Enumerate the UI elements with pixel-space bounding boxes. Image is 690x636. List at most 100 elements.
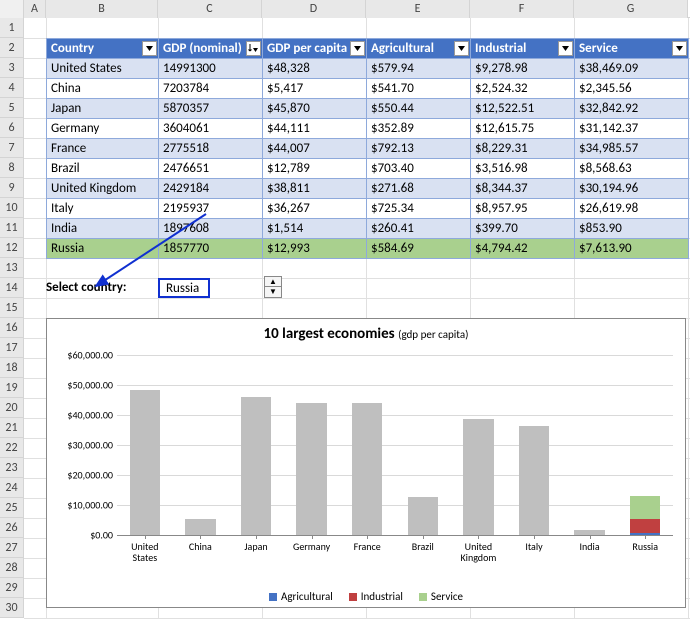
row-header-21[interactable]: 21 bbox=[0, 418, 24, 438]
spinner-down-icon[interactable]: ▼ bbox=[265, 287, 281, 297]
row-header-24[interactable]: 24 bbox=[0, 478, 24, 498]
row-header-20[interactable]: 20 bbox=[0, 398, 24, 418]
chart-bar bbox=[185, 526, 216, 534]
row-header-2[interactable]: 2 bbox=[0, 38, 24, 58]
row-header-18[interactable]: 18 bbox=[0, 358, 24, 378]
select-all-corner[interactable] bbox=[0, 0, 24, 18]
chart-bar bbox=[574, 530, 605, 533]
economies-chart: 10 largest economies (gdp per capita)$0.… bbox=[46, 318, 686, 608]
selected-country-cell[interactable]: Russia bbox=[158, 278, 210, 298]
column-header-g[interactable]: G bbox=[574, 0, 688, 18]
row-header-13[interactable]: 13 bbox=[0, 258, 24, 278]
table-header-gdp-nominal-: GDP (nominal) bbox=[159, 39, 263, 59]
column-header-d[interactable]: D bbox=[262, 0, 366, 18]
row-header-19[interactable]: 19 bbox=[0, 378, 24, 398]
filter-dropdown-icon[interactable] bbox=[454, 41, 469, 56]
table-cell: Japan bbox=[47, 99, 159, 119]
table-cell: $584.69 bbox=[367, 239, 471, 259]
table-cell: $541.70 bbox=[367, 79, 471, 99]
row-header-23[interactable]: 23 bbox=[0, 458, 24, 478]
legend-swatch-icon bbox=[269, 593, 277, 601]
column-header-e[interactable]: E bbox=[366, 0, 470, 18]
table-cell: $31,142.37 bbox=[575, 119, 689, 139]
row-header-12[interactable]: 12 bbox=[0, 238, 24, 258]
table-cell: $30,194.96 bbox=[575, 179, 689, 199]
table-header-label: Service bbox=[579, 41, 618, 56]
table-header-label: GDP per capita bbox=[267, 41, 347, 56]
table-cell: 2775518 bbox=[159, 139, 263, 159]
table-cell: $8,957.95 bbox=[471, 199, 575, 219]
filter-dropdown-icon[interactable] bbox=[142, 41, 157, 56]
column-header-c[interactable]: C bbox=[158, 0, 262, 18]
chart-title-sub: (gdp per capita) bbox=[398, 328, 468, 341]
column-headers: ABCDEFG bbox=[0, 0, 690, 18]
row-header-26[interactable]: 26 bbox=[0, 518, 24, 538]
row-header-15[interactable]: 15 bbox=[0, 298, 24, 318]
filter-dropdown-icon[interactable] bbox=[350, 41, 365, 56]
row-header-3[interactable]: 3 bbox=[0, 58, 24, 78]
row-header-28[interactable]: 28 bbox=[0, 558, 24, 578]
column-header-f[interactable]: F bbox=[470, 0, 574, 18]
table-row: Russia1857770$12,993$584.69$4,794.42$7,6… bbox=[47, 239, 689, 259]
table-cell: $550.44 bbox=[367, 99, 471, 119]
spinner-up-icon[interactable]: ▲ bbox=[265, 277, 281, 287]
table-cell: $260.41 bbox=[367, 219, 471, 239]
row-header-25[interactable]: 25 bbox=[0, 498, 24, 518]
table-cell: $12,993 bbox=[263, 239, 367, 259]
filter-dropdown-icon[interactable] bbox=[558, 41, 573, 56]
row-header-1[interactable]: 1 bbox=[0, 18, 24, 38]
chart-x-label: China bbox=[173, 541, 227, 552]
column-header-b[interactable]: B bbox=[46, 0, 158, 18]
table-cell: $44,111 bbox=[263, 119, 367, 139]
row-header-7[interactable]: 7 bbox=[0, 138, 24, 158]
row-header-8[interactable]: 8 bbox=[0, 158, 24, 178]
table-cell: $271.68 bbox=[367, 179, 471, 199]
chart-y-label: $30,000.00 bbox=[53, 439, 113, 452]
table-cell: $725.34 bbox=[367, 199, 471, 219]
table-cell: Russia bbox=[47, 239, 159, 259]
table-cell: $399.70 bbox=[471, 219, 575, 239]
row-header-30[interactable]: 30 bbox=[0, 598, 24, 618]
chart-bar bbox=[241, 496, 272, 534]
row-header-5[interactable]: 5 bbox=[0, 98, 24, 118]
row-header-9[interactable]: 9 bbox=[0, 178, 24, 198]
chart-bar bbox=[463, 509, 494, 534]
filter-dropdown-icon[interactable] bbox=[672, 41, 687, 56]
table-cell: United Kingdom bbox=[47, 179, 159, 199]
column-header-a[interactable]: A bbox=[24, 0, 46, 18]
table-header-service: Service bbox=[575, 39, 689, 59]
row-header-10[interactable]: 10 bbox=[0, 198, 24, 218]
chart-bar bbox=[130, 505, 161, 533]
row-header-6[interactable]: 6 bbox=[0, 118, 24, 138]
row-header-4[interactable]: 4 bbox=[0, 78, 24, 98]
table-row: Italy2195937$36,267$725.34$8,957.95$26,6… bbox=[47, 199, 689, 219]
table-cell: 7203784 bbox=[159, 79, 263, 99]
sort-desc-icon[interactable] bbox=[246, 41, 261, 56]
chart-bar bbox=[408, 522, 439, 533]
row-header-27[interactable]: 27 bbox=[0, 538, 24, 558]
row-header-17[interactable]: 17 bbox=[0, 338, 24, 358]
chart-bar bbox=[130, 390, 161, 505]
row-header-16[interactable]: 16 bbox=[0, 318, 24, 338]
chart-y-label: $20,000.00 bbox=[53, 469, 113, 482]
table-header-label: GDP (nominal) bbox=[163, 41, 242, 56]
chart-bar bbox=[185, 519, 216, 526]
table-header-label: Country bbox=[51, 41, 94, 56]
table-cell: 2476651 bbox=[159, 159, 263, 179]
chart-legend: AgriculturalIndustrialService bbox=[47, 590, 685, 603]
row-header-14[interactable]: 14 bbox=[0, 278, 24, 298]
cells-area: Country GDP (nominal) GDP per capita Agricu… bbox=[24, 18, 690, 618]
table-cell: $26,619.98 bbox=[575, 199, 689, 219]
row-header-11[interactable]: 11 bbox=[0, 218, 24, 238]
row-header-22[interactable]: 22 bbox=[0, 438, 24, 458]
table-row: Germany3604061$44,111$352.89$12,615.75$3… bbox=[47, 119, 689, 139]
table-cell: $2,524.32 bbox=[471, 79, 575, 99]
chart-bar bbox=[630, 496, 661, 519]
row-header-29[interactable]: 29 bbox=[0, 578, 24, 598]
table-cell: $5,417 bbox=[263, 79, 367, 99]
legend-label: Agricultural bbox=[281, 590, 333, 603]
table-cell: $32,842.92 bbox=[575, 99, 689, 119]
country-spinner[interactable]: ▲▼ bbox=[264, 276, 282, 298]
chart-x-label: United Kingdom bbox=[451, 541, 505, 563]
table-cell: $8,344.37 bbox=[471, 179, 575, 199]
